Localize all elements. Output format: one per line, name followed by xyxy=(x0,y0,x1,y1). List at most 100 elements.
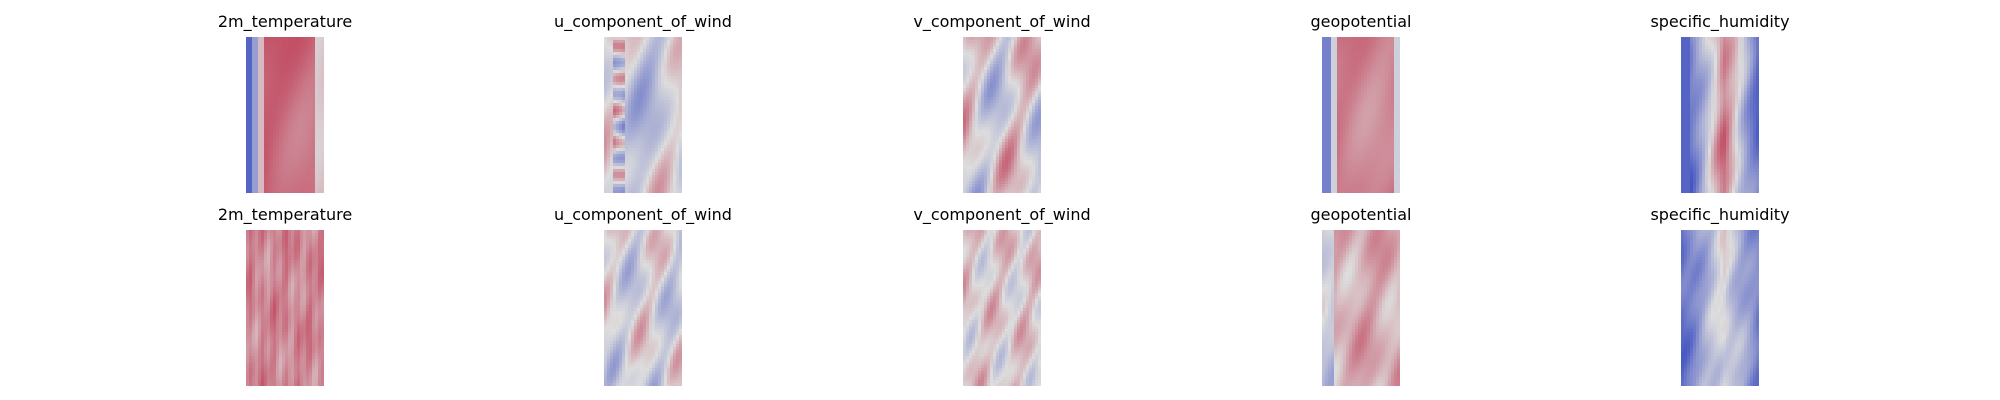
heatmap-cell xyxy=(658,139,662,143)
heatmap-cell xyxy=(643,100,647,104)
heatmap-cell xyxy=(990,157,994,161)
heatmap-cell xyxy=(255,133,259,137)
heatmap-cell xyxy=(309,46,313,50)
heatmap-cell xyxy=(279,166,283,170)
heatmap-cell xyxy=(297,58,301,62)
heatmap-cell xyxy=(294,187,298,191)
heatmap-cell xyxy=(963,133,967,137)
heatmap-cell xyxy=(1364,112,1368,116)
heatmap-cell xyxy=(649,73,653,77)
heatmap-cell xyxy=(996,157,1000,161)
heatmap-cell xyxy=(999,142,1003,146)
heatmap-cell xyxy=(267,79,271,83)
heatmap-cell xyxy=(282,124,286,128)
heatmap-cell xyxy=(676,115,680,119)
heatmap-cell xyxy=(670,181,674,185)
heatmap-cell xyxy=(975,43,979,47)
heatmap-cell xyxy=(616,82,620,86)
heatmap-cell xyxy=(1388,130,1392,134)
heatmap-cell xyxy=(261,133,265,137)
heatmap-cell xyxy=(679,43,682,47)
heatmap-cell xyxy=(966,154,970,158)
heatmap-cell xyxy=(1038,61,1041,65)
heatmap-cell xyxy=(249,124,253,128)
heatmap-cell xyxy=(309,115,313,119)
heatmap-cell xyxy=(1328,109,1332,113)
heatmap-cell xyxy=(607,43,611,47)
heatmap-cell xyxy=(255,85,259,89)
heatmap-cell xyxy=(984,97,988,101)
heatmap-cell xyxy=(610,178,614,182)
heatmap-cell xyxy=(1023,43,1027,47)
heatmap-cell xyxy=(1358,109,1362,113)
heatmap-cell xyxy=(1343,142,1347,146)
heatmap-cell xyxy=(604,58,608,62)
heatmap-cell xyxy=(658,109,662,113)
heatmap-cell xyxy=(649,175,653,179)
heatmap-cell xyxy=(978,166,982,170)
heatmap-cell xyxy=(1035,136,1039,140)
heatmap-cell xyxy=(1346,58,1350,62)
heatmap-cell xyxy=(670,175,674,179)
heatmap-cell xyxy=(649,133,653,137)
heatmap-cell xyxy=(972,67,976,71)
heatmap-cell xyxy=(993,88,997,92)
heatmap-cell xyxy=(1008,154,1012,158)
heatmap-cell xyxy=(1011,70,1015,74)
heatmap-cell xyxy=(258,166,262,170)
heatmap-cell xyxy=(270,106,274,110)
heatmap-cell xyxy=(619,160,623,164)
heatmap-cell xyxy=(604,40,608,44)
heatmap-cell xyxy=(670,190,674,193)
heatmap-cell xyxy=(676,139,680,143)
heatmap-cell xyxy=(1038,115,1041,119)
heatmap-cell xyxy=(321,73,324,77)
heatmap-cell xyxy=(661,169,665,173)
heatmap-cell xyxy=(1373,88,1377,92)
heatmap-cell xyxy=(1394,118,1398,122)
heatmap-cell xyxy=(607,190,611,193)
heatmap-cell xyxy=(306,61,310,65)
heatmap-cell xyxy=(249,172,253,176)
heatmap-cell xyxy=(999,130,1003,134)
heatmap-cell xyxy=(655,55,659,59)
heatmap-cell xyxy=(1382,76,1386,80)
heatmap-cell xyxy=(255,181,259,185)
heatmap-cell xyxy=(255,163,259,167)
heatmap-cell xyxy=(312,82,316,86)
heatmap-cell xyxy=(664,67,668,71)
heatmap-cell xyxy=(258,190,262,193)
heatmap-cell xyxy=(643,97,647,101)
heatmap-cell xyxy=(978,130,982,134)
heatmap-cell xyxy=(993,100,997,104)
heatmap-cell xyxy=(1008,142,1012,146)
heatmap-cell xyxy=(297,142,301,146)
heatmap-cell xyxy=(249,178,253,182)
heatmap-cell xyxy=(282,94,286,98)
heatmap-cell xyxy=(297,37,301,41)
heatmap-cell xyxy=(655,100,659,104)
heatmap-cell xyxy=(309,109,313,113)
heatmap-cell xyxy=(1364,124,1368,128)
heatmap-cell xyxy=(604,178,608,182)
heatmap-cell xyxy=(646,175,650,179)
heatmap-cell xyxy=(288,175,292,179)
heatmap-cell xyxy=(969,145,973,149)
heatmap-cell xyxy=(993,154,997,158)
heatmap-cell xyxy=(637,115,641,119)
heatmap-cell xyxy=(1020,145,1024,149)
heatmap-cell xyxy=(1385,46,1389,50)
heatmap-cell xyxy=(670,169,674,173)
heatmap-cell xyxy=(1023,163,1027,167)
heatmap-cell xyxy=(1385,139,1389,143)
heatmap-cell xyxy=(1017,148,1021,152)
heatmap-cell xyxy=(996,115,1000,119)
heatmap-cell xyxy=(270,151,274,155)
heatmap-cell xyxy=(309,106,313,110)
heatmap-cell xyxy=(1361,133,1365,137)
heatmap-cell xyxy=(679,130,682,134)
heatmap-cell xyxy=(676,85,680,89)
heatmap-cell xyxy=(1020,88,1024,92)
heatmap-cell xyxy=(661,175,665,179)
heatmap-cell xyxy=(667,58,671,62)
